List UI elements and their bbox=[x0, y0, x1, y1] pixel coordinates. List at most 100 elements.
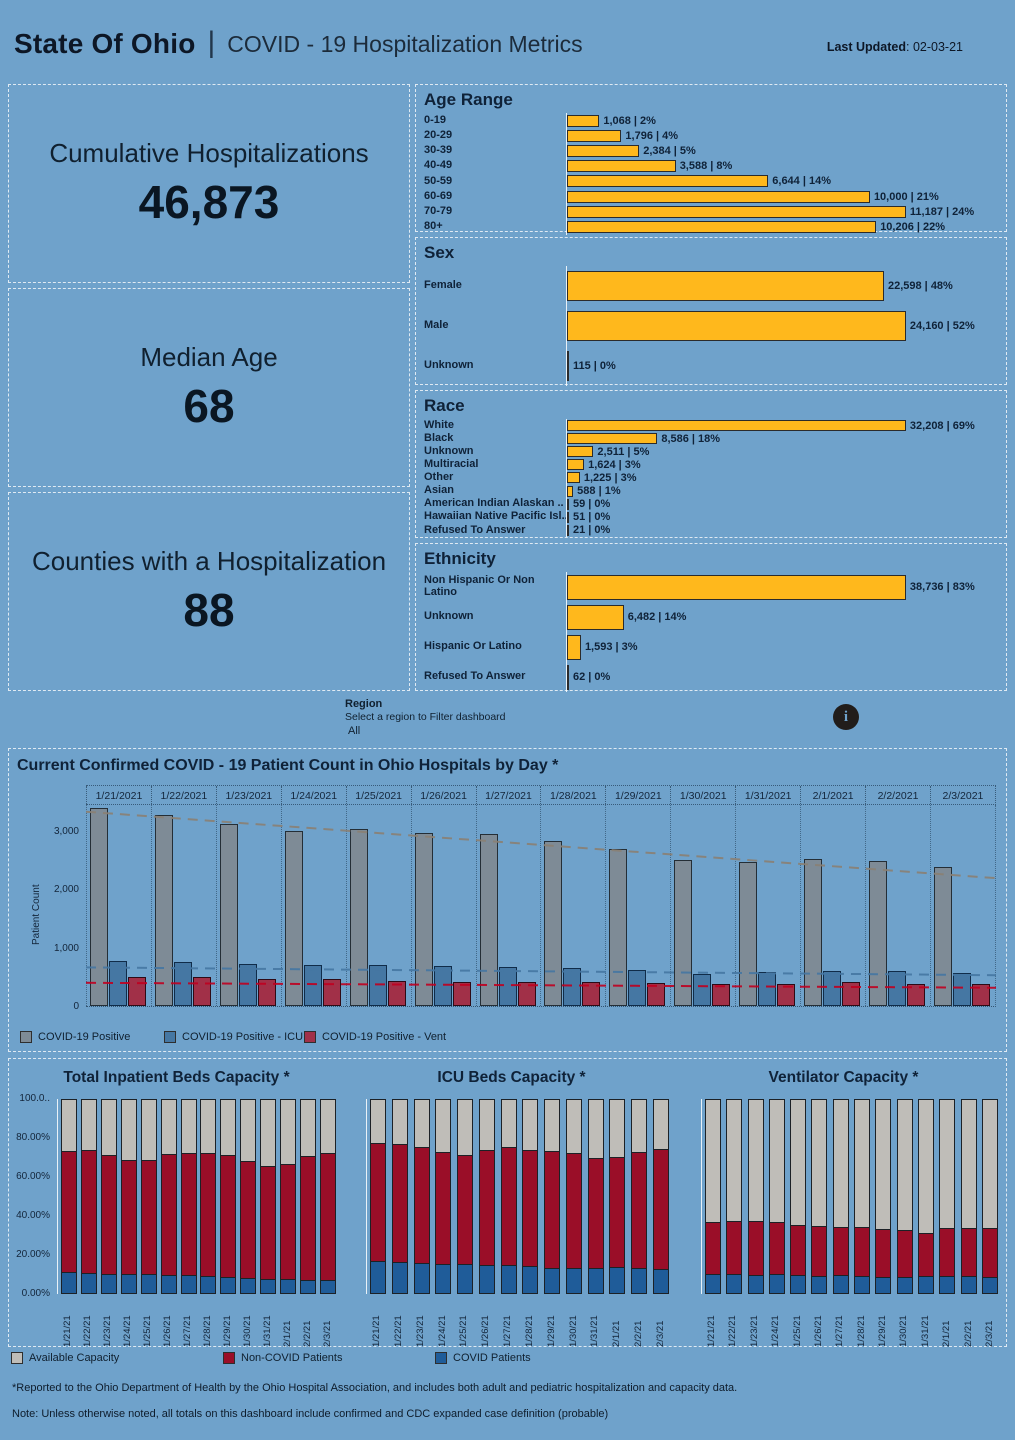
capacity-segment-non-covid[interactable] bbox=[120, 1160, 137, 1275]
capacity-bar[interactable] bbox=[370, 1099, 386, 1294]
capacity-segment-non-covid[interactable] bbox=[652, 1148, 669, 1269]
capacity-segment-non-covid[interactable] bbox=[160, 1153, 177, 1276]
capacity-segment-non-covid[interactable] bbox=[939, 1227, 956, 1277]
capacity-bar[interactable] bbox=[875, 1099, 892, 1294]
daily-bar-icu[interactable] bbox=[109, 960, 127, 1006]
capacity-segment-covid[interactable] bbox=[300, 1280, 317, 1294]
capacity-segment-available[interactable] bbox=[100, 1099, 117, 1155]
capacity-segment-available[interactable] bbox=[140, 1099, 157, 1161]
capacity-segment-available[interactable] bbox=[120, 1099, 137, 1161]
capacity-segment-covid[interactable] bbox=[631, 1267, 648, 1294]
capacity-segment-available[interactable] bbox=[768, 1099, 785, 1222]
legend-item-available-capacity[interactable]: Available Capacity bbox=[11, 1352, 119, 1364]
capacity-bar[interactable] bbox=[220, 1099, 237, 1294]
capacity-segment-non-covid[interactable] bbox=[790, 1224, 807, 1276]
daily-bar-vent[interactable] bbox=[387, 980, 406, 1006]
ethnicity-bar[interactable] bbox=[567, 574, 906, 600]
capacity-segment-covid[interactable] bbox=[768, 1274, 785, 1294]
capacity-bar[interactable] bbox=[61, 1099, 77, 1294]
capacity-segment-available[interactable] bbox=[391, 1099, 408, 1144]
region-select[interactable]: All bbox=[348, 725, 361, 737]
daily-bar-positive[interactable] bbox=[609, 848, 628, 1006]
capacity-segment-covid[interactable] bbox=[160, 1275, 177, 1294]
capacity-segment-covid[interactable] bbox=[413, 1262, 430, 1294]
capacity-bar[interactable] bbox=[631, 1099, 648, 1294]
capacity-bar[interactable] bbox=[854, 1099, 871, 1294]
capacity-segment-non-covid[interactable] bbox=[854, 1226, 871, 1277]
capacity-bar[interactable] bbox=[319, 1099, 336, 1294]
daily-bar-icu[interactable] bbox=[693, 973, 712, 1006]
age_range-bar[interactable] bbox=[567, 220, 877, 233]
capacity-bar[interactable] bbox=[100, 1099, 117, 1294]
daily-bar-positive[interactable] bbox=[219, 824, 238, 1006]
capacity-segment-covid[interactable] bbox=[140, 1274, 157, 1294]
capacity-bar[interactable] bbox=[587, 1099, 604, 1294]
capacity-segment-available[interactable] bbox=[726, 1099, 743, 1221]
capacity-segment-covid[interactable] bbox=[100, 1273, 117, 1294]
capacity-segment-non-covid[interactable] bbox=[319, 1152, 336, 1281]
capacity-segment-non-covid[interactable] bbox=[544, 1150, 561, 1268]
capacity-bar[interactable] bbox=[180, 1099, 197, 1294]
capacity-segment-available[interactable] bbox=[478, 1099, 495, 1150]
capacity-segment-non-covid[interactable] bbox=[300, 1155, 317, 1281]
daily-bar-icu[interactable] bbox=[498, 966, 517, 1006]
capacity-bar[interactable] bbox=[544, 1099, 561, 1294]
capacity-segment-covid[interactable] bbox=[435, 1263, 452, 1294]
capacity-segment-covid[interactable] bbox=[811, 1276, 828, 1294]
capacity-segment-covid[interactable] bbox=[875, 1277, 892, 1294]
capacity-segment-covid[interactable] bbox=[457, 1263, 474, 1294]
age_range-bar[interactable] bbox=[567, 160, 676, 173]
daily-bar-positive[interactable] bbox=[349, 829, 368, 1006]
capacity-bar[interactable] bbox=[790, 1099, 807, 1294]
capacity-segment-covid[interactable] bbox=[522, 1265, 539, 1294]
capacity-bar[interactable] bbox=[300, 1099, 317, 1294]
capacity-segment-available[interactable] bbox=[854, 1099, 871, 1227]
capacity-segment-covid[interactable] bbox=[500, 1264, 517, 1294]
capacity-segment-non-covid[interactable] bbox=[747, 1220, 764, 1275]
capacity-segment-available[interactable] bbox=[319, 1099, 336, 1153]
sex-bar[interactable] bbox=[567, 311, 906, 341]
capacity-segment-available[interactable] bbox=[896, 1099, 913, 1230]
capacity-segment-available[interactable] bbox=[565, 1099, 582, 1153]
capacity-segment-available[interactable] bbox=[960, 1099, 977, 1228]
capacity-segment-available[interactable] bbox=[705, 1099, 721, 1222]
daily-bar-vent[interactable] bbox=[452, 981, 471, 1006]
capacity-bar[interactable] bbox=[120, 1099, 137, 1294]
capacity-bar[interactable] bbox=[413, 1099, 430, 1294]
capacity-segment-non-covid[interactable] bbox=[140, 1160, 157, 1275]
capacity-segment-non-covid[interactable] bbox=[811, 1225, 828, 1277]
age_range-bar[interactable] bbox=[567, 205, 906, 218]
capacity-segment-covid[interactable] bbox=[260, 1279, 277, 1294]
sex-bar[interactable] bbox=[567, 351, 569, 381]
race-bar[interactable] bbox=[567, 420, 906, 432]
capacity-segment-available[interactable] bbox=[811, 1099, 828, 1226]
capacity-bar[interactable] bbox=[917, 1099, 934, 1294]
capacity-segment-available[interactable] bbox=[200, 1099, 217, 1153]
daily-bar-positive[interactable] bbox=[154, 814, 173, 1006]
capacity-segment-non-covid[interactable] bbox=[565, 1152, 582, 1268]
capacity-bar[interactable] bbox=[435, 1099, 452, 1294]
capacity-segment-available[interactable] bbox=[240, 1099, 257, 1162]
daily-bar-icu[interactable] bbox=[173, 962, 192, 1006]
capacity-segment-available[interactable] bbox=[875, 1099, 892, 1229]
capacity-segment-covid[interactable] bbox=[726, 1273, 743, 1294]
daily-bar-positive[interactable] bbox=[869, 861, 888, 1006]
race-bar[interactable] bbox=[567, 524, 569, 536]
capacity-segment-covid[interactable] bbox=[319, 1280, 336, 1294]
age_range-bar[interactable] bbox=[567, 129, 622, 142]
daily-bar-positive[interactable] bbox=[804, 858, 823, 1006]
race-bar[interactable] bbox=[567, 498, 569, 510]
daily-bar-vent[interactable] bbox=[192, 976, 211, 1006]
capacity-segment-non-covid[interactable] bbox=[220, 1154, 237, 1278]
capacity-segment-available[interactable] bbox=[300, 1099, 317, 1156]
capacity-segment-covid[interactable] bbox=[939, 1276, 956, 1294]
capacity-segment-covid[interactable] bbox=[544, 1267, 561, 1294]
capacity-segment-available[interactable] bbox=[939, 1099, 956, 1228]
legend-item-vent[interactable]: COVID-19 Positive - Vent bbox=[304, 1031, 446, 1043]
capacity-segment-available[interactable] bbox=[180, 1099, 197, 1153]
daily-bar-positive[interactable] bbox=[544, 841, 563, 1006]
capacity-segment-non-covid[interactable] bbox=[391, 1143, 408, 1262]
capacity-bar[interactable] bbox=[896, 1099, 913, 1294]
capacity-segment-available[interactable] bbox=[80, 1099, 97, 1150]
capacity-segment-non-covid[interactable] bbox=[960, 1227, 977, 1277]
